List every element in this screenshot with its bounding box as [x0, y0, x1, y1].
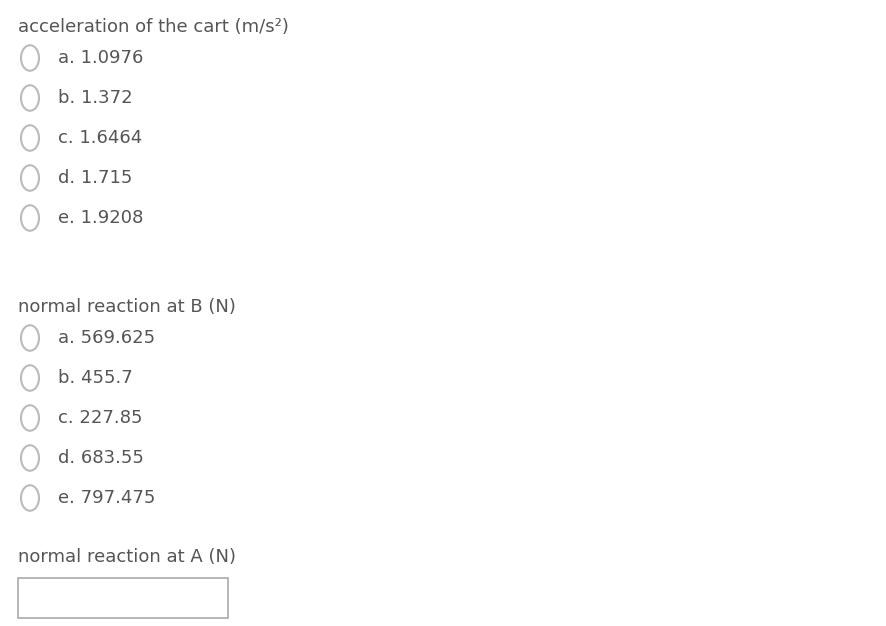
- Text: b. 455.7: b. 455.7: [58, 369, 133, 387]
- Text: d. 683.55: d. 683.55: [58, 449, 144, 467]
- Text: a. 569.625: a. 569.625: [58, 329, 155, 347]
- Text: c. 227.85: c. 227.85: [58, 409, 143, 427]
- FancyBboxPatch shape: [18, 578, 228, 618]
- Ellipse shape: [21, 405, 39, 431]
- Text: e. 797.475: e. 797.475: [58, 489, 155, 507]
- Ellipse shape: [21, 365, 39, 391]
- Ellipse shape: [21, 485, 39, 511]
- Ellipse shape: [21, 205, 39, 231]
- Ellipse shape: [21, 85, 39, 111]
- Text: a. 1.0976: a. 1.0976: [58, 49, 144, 67]
- Text: normal reaction at A (N): normal reaction at A (N): [18, 548, 236, 566]
- Ellipse shape: [21, 445, 39, 471]
- Text: e. 1.9208: e. 1.9208: [58, 209, 144, 227]
- Text: normal reaction at B (N): normal reaction at B (N): [18, 298, 236, 316]
- Text: acceleration of the cart (m/s²): acceleration of the cart (m/s²): [18, 18, 289, 36]
- Text: b. 1.372: b. 1.372: [58, 89, 133, 107]
- Ellipse shape: [21, 45, 39, 71]
- Text: c. 1.6464: c. 1.6464: [58, 129, 143, 147]
- Text: d. 1.715: d. 1.715: [58, 169, 132, 187]
- Ellipse shape: [21, 125, 39, 151]
- Ellipse shape: [21, 165, 39, 191]
- Ellipse shape: [21, 326, 39, 351]
